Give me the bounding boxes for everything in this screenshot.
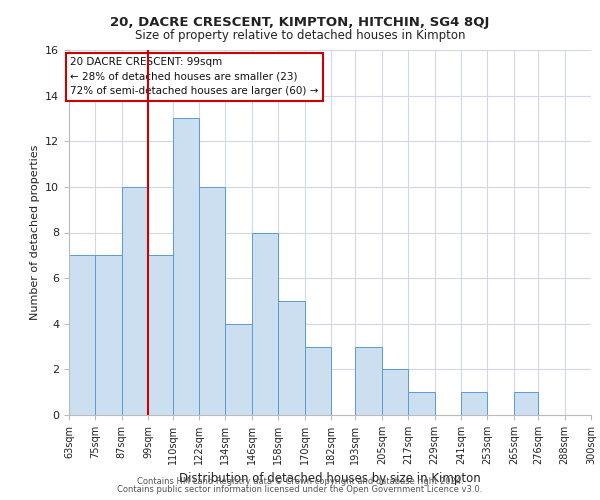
Bar	[122, 187, 148, 415]
Bar	[355, 346, 382, 415]
Y-axis label: Number of detached properties: Number of detached properties	[29, 145, 40, 320]
Bar	[199, 187, 226, 415]
Bar	[69, 256, 95, 415]
Bar	[305, 346, 331, 415]
Text: 20 DACRE CRESCENT: 99sqm
← 28% of detached houses are smaller (23)
72% of semi-d: 20 DACRE CRESCENT: 99sqm ← 28% of detach…	[70, 57, 319, 96]
Text: Contains HM Land Registry data © Crown copyright and database right 2024.: Contains HM Land Registry data © Crown c…	[137, 477, 463, 486]
Bar	[278, 301, 305, 415]
Bar	[514, 392, 538, 415]
X-axis label: Distribution of detached houses by size in Kimpton: Distribution of detached houses by size …	[179, 472, 481, 486]
Bar	[226, 324, 252, 415]
Bar	[408, 392, 434, 415]
Bar	[252, 232, 278, 415]
Bar	[95, 256, 122, 415]
Bar	[382, 370, 408, 415]
Bar	[461, 392, 487, 415]
Text: Contains public sector information licensed under the Open Government Licence v3: Contains public sector information licen…	[118, 485, 482, 494]
Text: Size of property relative to detached houses in Kimpton: Size of property relative to detached ho…	[135, 29, 465, 42]
Text: 20, DACRE CRESCENT, KIMPTON, HITCHIN, SG4 8QJ: 20, DACRE CRESCENT, KIMPTON, HITCHIN, SG…	[110, 16, 490, 29]
Bar	[173, 118, 199, 415]
Bar	[148, 256, 173, 415]
